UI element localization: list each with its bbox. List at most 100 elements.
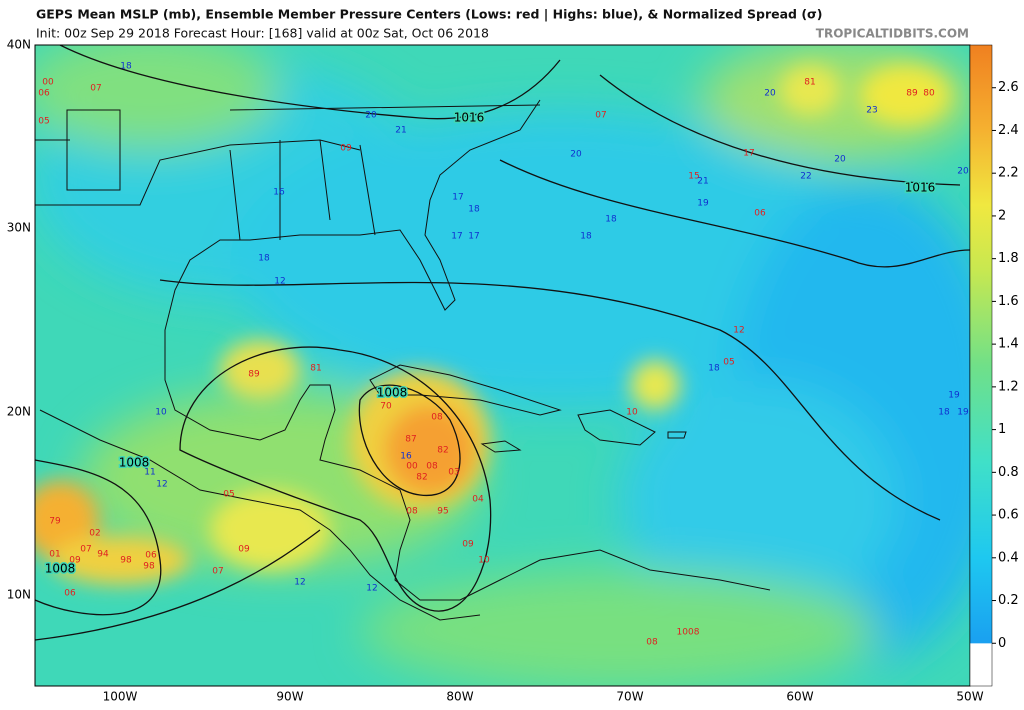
low-center: 89 [248, 370, 260, 380]
high-center: 18 [468, 205, 480, 215]
low-center: 95 [437, 507, 448, 517]
high-center: 21 [697, 177, 708, 187]
lon-label: 90W [276, 690, 303, 704]
low-center: 02 [89, 529, 100, 539]
low-center: 70 [380, 402, 392, 412]
low-center: 07 [212, 567, 223, 577]
lon-label: 70W [616, 690, 643, 704]
low-center: 08 [406, 507, 418, 517]
lat-label: 20N [7, 405, 31, 419]
high-center: 12 [156, 480, 167, 490]
high-center: 20 [957, 167, 969, 177]
low-center: 17 [743, 149, 754, 159]
low-center: 09 [238, 545, 250, 555]
high-center: 18 [708, 364, 720, 374]
low-center: 08 [646, 638, 658, 648]
lon-label: 60W [786, 690, 813, 704]
low-center: 10 [478, 556, 490, 566]
low-center: 98 [143, 562, 155, 572]
colorbar-label: 1.4 [998, 337, 1019, 352]
low-center: 81 [310, 364, 321, 374]
isobar-label: 1008 [119, 456, 150, 470]
low-center: 06 [38, 89, 50, 99]
low-center: 00 [42, 78, 54, 88]
isobar-label: 1008 [45, 562, 76, 576]
lat-label: 40N [7, 38, 31, 52]
low-center: 07 [80, 545, 91, 555]
lon-label: 50W [956, 690, 983, 704]
low-center: 01 [49, 550, 60, 560]
isobar-label: 1008 [377, 386, 408, 400]
low-center: 05 [38, 117, 49, 127]
low-center: 05 [723, 358, 734, 368]
lat-label: 10N [7, 588, 31, 602]
low-center: 05 [223, 490, 234, 500]
low-center: 08 [426, 462, 438, 472]
high-center: 18 [120, 62, 132, 72]
low-center: 94 [97, 550, 109, 560]
colorbar-label: 2 [998, 208, 1006, 223]
high-center: 18 [580, 232, 592, 242]
colorbar [969, 44, 993, 687]
high-center: 10 [155, 408, 167, 418]
low-center: 1008 [677, 628, 700, 638]
high-center: 11 [144, 468, 155, 478]
high-center: 19 [957, 408, 969, 418]
low-center: 09 [462, 540, 474, 550]
lon-label: 80W [446, 690, 473, 704]
colorbar-label: 2.2 [998, 166, 1019, 181]
low-center: 09 [69, 556, 81, 566]
low-center: 09 [340, 144, 352, 154]
high-center: 17 [468, 232, 479, 242]
low-center: 08 [431, 413, 443, 423]
lat-label: 30N [7, 221, 31, 235]
colorbar-label: 0.6 [998, 508, 1019, 523]
low-center: 04 [472, 495, 484, 505]
high-center: 16 [273, 188, 285, 198]
isobar-label: 1016 [454, 111, 485, 125]
low-center: 00 [406, 462, 418, 472]
low-center: 81 [804, 78, 815, 88]
low-center: 98 [120, 556, 132, 566]
low-center: 07 [595, 111, 606, 121]
subtitle: Init: 00z Sep 29 2018 Forecast Hour: [16… [36, 26, 489, 41]
isobar-label: 1016 [905, 181, 936, 195]
colorbar-label: 0.2 [998, 593, 1019, 608]
high-center: 19 [697, 199, 709, 209]
colorbar-label: 2.4 [998, 123, 1019, 138]
colorbar-label: 1.6 [998, 294, 1019, 309]
colorbar-label: 0.4 [998, 550, 1019, 565]
high-center: 20 [365, 111, 377, 121]
high-center: 12 [366, 584, 377, 594]
colorbar-label: 0 [998, 636, 1006, 651]
low-center: 06 [145, 551, 157, 561]
colorbar-label: 1.8 [998, 251, 1019, 266]
colorbar-label: 0.8 [998, 465, 1019, 480]
low-center: 89 [906, 89, 918, 99]
low-center: 06 [64, 589, 76, 599]
low-center: 82 [437, 446, 448, 456]
colorbar-label: 2.6 [998, 80, 1019, 95]
high-center: 17 [452, 193, 463, 203]
high-center: 20 [764, 89, 776, 99]
low-center: 15 [688, 172, 699, 182]
low-center: 82 [416, 473, 427, 483]
low-center: 07 [90, 84, 101, 94]
high-center: 23 [866, 106, 877, 116]
high-center: 12 [294, 578, 305, 588]
low-center: 10 [626, 408, 638, 418]
high-center: 17 [451, 232, 462, 242]
credit: TROPICALTIDBITS.COM [816, 27, 969, 41]
high-center: 18 [605, 215, 617, 225]
low-center: 12 [733, 326, 744, 336]
high-center: 18 [938, 408, 950, 418]
high-center: 22 [800, 172, 811, 182]
low-center: 06 [754, 209, 766, 219]
low-center: 80 [923, 89, 935, 99]
high-center: 20 [570, 150, 582, 160]
high-center: 21 [395, 126, 406, 136]
high-center: 16 [400, 452, 412, 462]
colorbar-label: 1.2 [998, 379, 1019, 394]
